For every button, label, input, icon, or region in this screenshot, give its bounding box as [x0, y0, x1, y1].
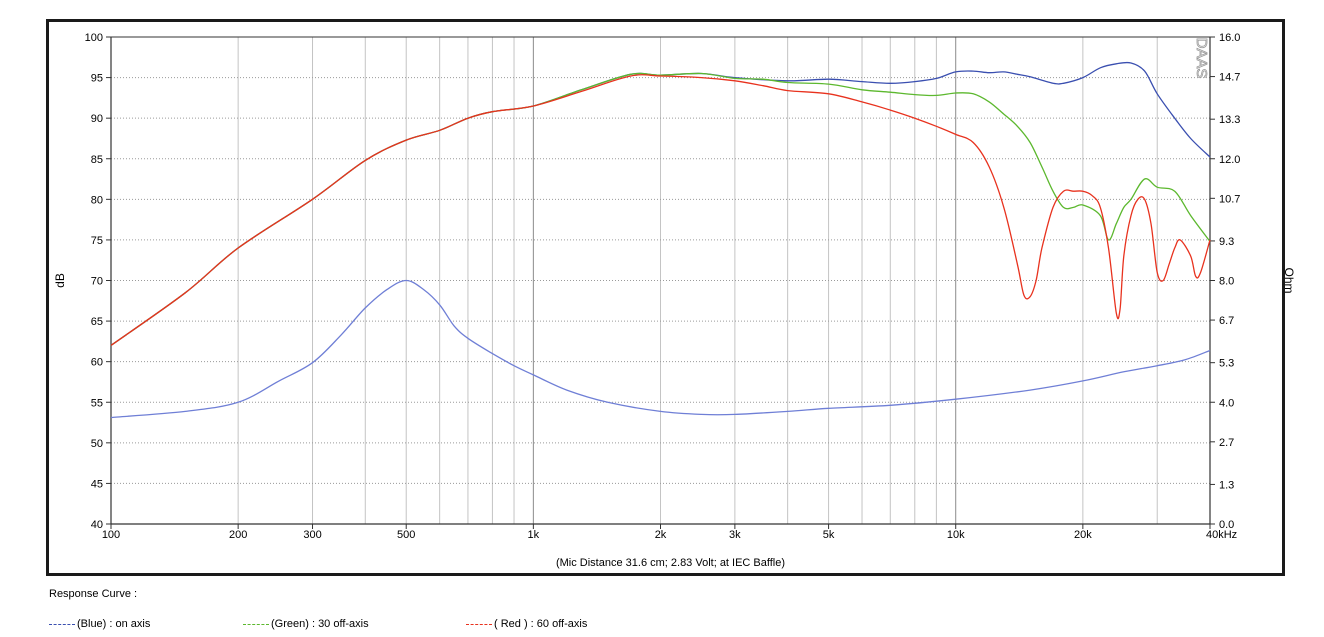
y-tick-label-right: 8.0	[1219, 276, 1234, 288]
y-tick-label-left: 55	[91, 397, 103, 409]
y-tick-label-right: 14.7	[1219, 72, 1240, 84]
x-tick-label: 300	[303, 529, 321, 541]
legend-swatch	[466, 623, 492, 625]
legend-label: ( Red ) : 60 off-axis	[494, 618, 588, 630]
y-tick-label-left: 60	[91, 357, 103, 369]
y-tick-label-right: 2.7	[1219, 437, 1234, 449]
y-tick-label-left: 65	[91, 316, 103, 328]
labels: 40 45 50 55 60 65 70 75 80 85 90 95 100 0.0 1.3 2.7 4.0 5…	[53, 32, 1296, 569]
watermark-text: DAAS	[1193, 38, 1210, 79]
legend-entry: (Green) : 30 off-axis	[243, 618, 369, 630]
series-line	[110, 279, 1211, 419]
x-tick-label: 10k	[947, 529, 965, 541]
y-tick-label-right: 5.3	[1219, 358, 1234, 370]
x-tick-label: 500	[397, 529, 415, 541]
x-tick-label: 20k	[1074, 529, 1092, 541]
y-tick-label-left: 85	[91, 154, 103, 166]
y-tick-label-right: 13.3	[1219, 114, 1240, 126]
x-tick-label: 5k	[823, 529, 835, 541]
y-tick-label-right: 6.7	[1219, 315, 1234, 327]
y-tick-label-left: 95	[91, 73, 103, 85]
series-layer	[110, 61, 1211, 419]
legend-label: (Green) : 30 off-axis	[271, 618, 369, 630]
y-tick-label-left: 70	[91, 276, 103, 288]
x-tick-label: 2k	[655, 529, 667, 541]
grid	[106, 36, 1215, 529]
x-tick-label: 100	[102, 529, 120, 541]
y-tick-label-right: 12.0	[1219, 154, 1240, 166]
y-tick-label-right: 4.0	[1219, 397, 1234, 409]
legend-label: (Blue) : on axis	[77, 618, 151, 630]
y-tick-label-left: 40	[91, 519, 103, 531]
y-axis-label-left: dB	[53, 273, 67, 288]
y-tick-label-left: 45	[91, 478, 103, 490]
x-tick-label: 1k	[528, 529, 540, 541]
y-tick-label-left: 80	[91, 194, 103, 206]
legend-entry: (Blue) : on axis	[49, 618, 150, 630]
series-line	[110, 74, 1211, 346]
x-tick-label: 3k	[729, 529, 741, 541]
legend-swatch	[243, 623, 269, 625]
y-tick-label-left: 90	[91, 113, 103, 125]
y-tick-label-right: 9.3	[1219, 236, 1234, 248]
x-tick-label: 200	[229, 529, 247, 541]
x-axis-label: (Mic Distance 31.6 cm; 2.83 Volt; at IEC…	[556, 557, 785, 569]
y-tick-label-left: 100	[85, 32, 103, 44]
y-tick-label-right: 16.0	[1219, 32, 1240, 44]
y-tick-label-right: 0.0	[1219, 519, 1234, 531]
y-tick-label-right: 1.3	[1219, 479, 1234, 491]
x-tick-label: 40kHz	[1206, 529, 1237, 541]
legend-entry: ( Red ) : 60 off-axis	[466, 618, 587, 630]
y-tick-label-left: 50	[91, 438, 103, 450]
legend-swatch	[49, 623, 75, 625]
y-axis-label-right: Ohm	[1282, 267, 1296, 293]
y-tick-label-left: 75	[91, 235, 103, 247]
legend-title: Response Curve :	[49, 588, 138, 600]
y-tick-label-right: 10.7	[1219, 193, 1240, 205]
